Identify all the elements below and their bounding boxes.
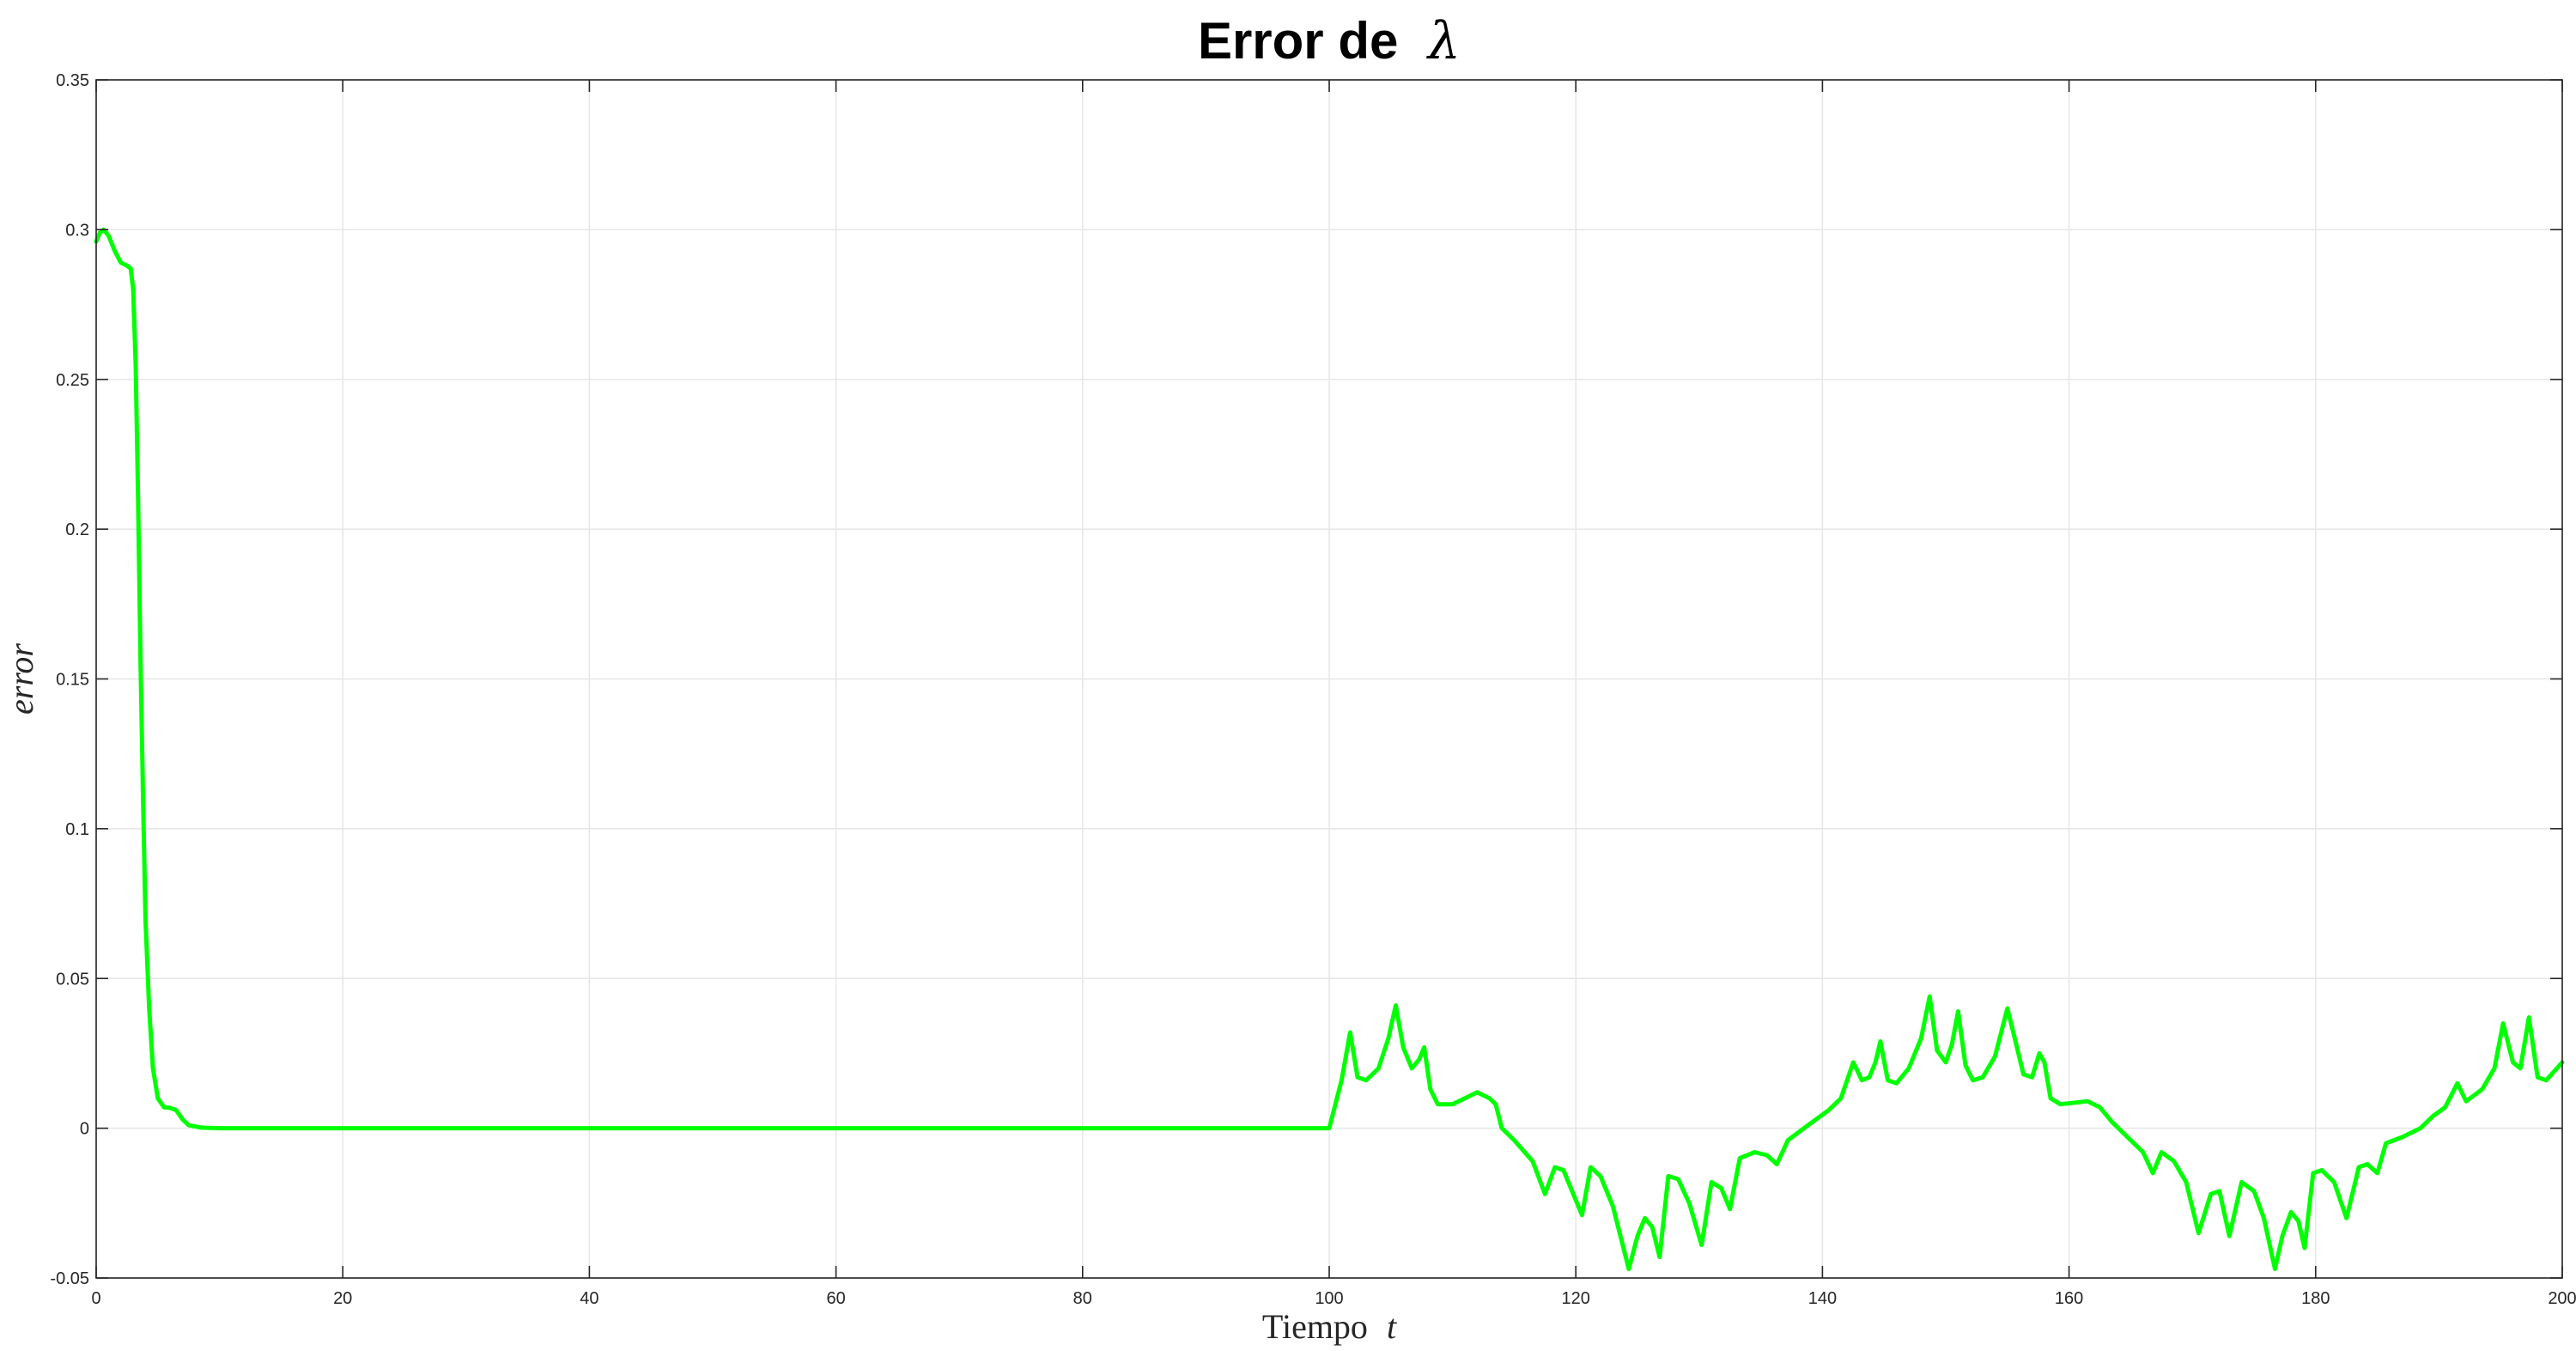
grid-lines [95,79,2563,1279]
x-tick-label: 200 [2548,1289,2576,1308]
x-tick-label: 20 [333,1289,352,1308]
x-tick-label: 40 [580,1289,598,1308]
chart-title-symbol: λ [1426,11,1461,71]
x-tick-label: 80 [1073,1289,1092,1308]
x-tick-label: 100 [1315,1289,1343,1308]
y-tick-label: 0.15 [56,671,89,690]
x-axis-label: Tiempo t [1262,1307,1397,1346]
x-axis-label-symbol: t [1387,1307,1397,1346]
y-tick-label: -0.05 [50,1269,89,1288]
y-tick-label: 0.35 [56,71,89,90]
chart-title-text: Error de [1198,12,1398,70]
x-tick-label: 160 [2055,1289,2083,1308]
y-tick-label: 0.3 [65,221,89,240]
x-axis-label-text: Tiempo [1262,1307,1368,1346]
series-line [94,227,2565,1271]
x-tick-label: 180 [2301,1289,2330,1308]
y-tick-label: 0.2 [65,520,89,539]
series-layer [94,227,2565,1271]
y-tick-label: 0.25 [56,371,89,390]
x-tick-label: 60 [826,1289,845,1308]
chart-title: Error de λ [1198,11,1461,71]
y-tick-label: 0.1 [65,820,89,839]
y-tick-label: 0.05 [56,970,89,989]
x-tick-label: 120 [1562,1289,1590,1308]
y-tick-label: 0 [80,1120,89,1139]
y-axis-label: error [2,643,40,715]
axis-ticks: 0 20 40 60 80 100 120 140 160 180 200-0.0500.050.1… [50,71,2576,1308]
x-tick-label: 140 [1808,1289,1837,1308]
x-tick-label: 0 [91,1289,100,1308]
